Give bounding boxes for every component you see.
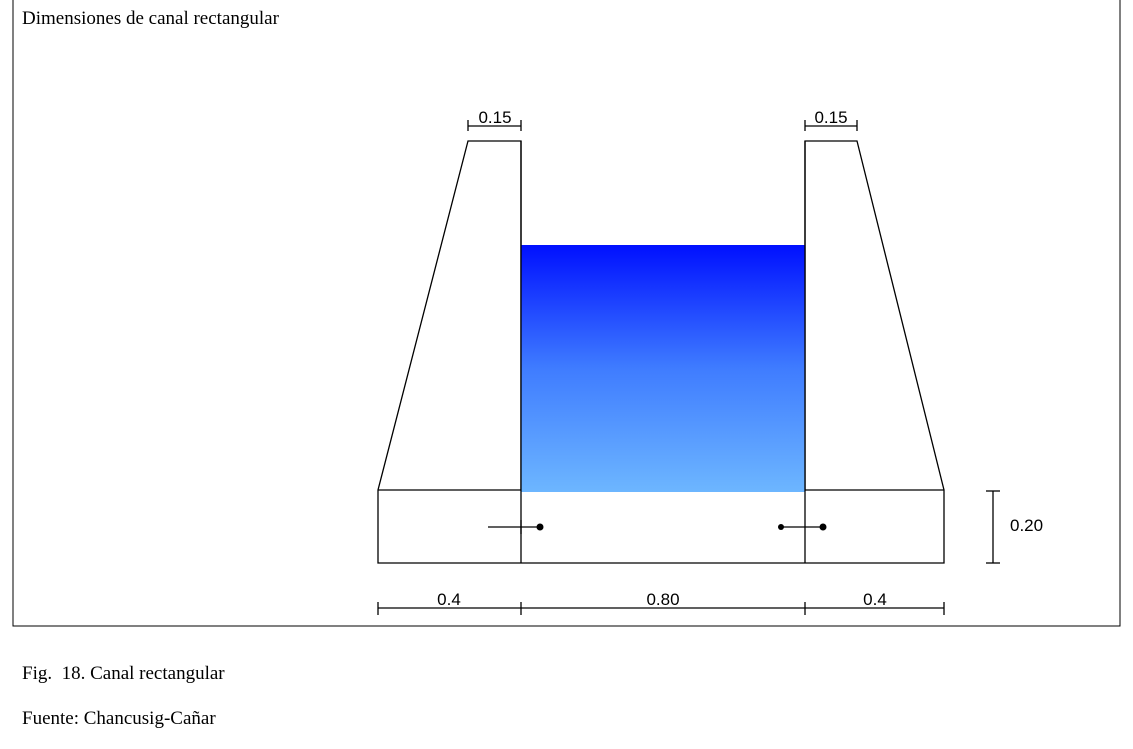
dimension-label: 0.15 [814, 108, 847, 127]
water [521, 245, 805, 492]
figure-caption: Fig. 18. Canal rectangular [22, 663, 225, 684]
source: Fuente: Chancusig-Cañar [22, 708, 216, 729]
dimension-label: 0.20 [1010, 516, 1043, 535]
dimension-label: 0.4 [863, 590, 887, 609]
dimension-height [986, 490, 1000, 564]
dimension-label: 0.4 [437, 590, 461, 609]
frame [12, 0, 1121, 627]
dimension-label: 0.15 [478, 108, 511, 127]
dimension-top-left [467, 120, 522, 131]
rebar [488, 520, 827, 534]
title: Dimensiones de canal rectangular [22, 8, 280, 29]
dimension-bottom [377, 602, 945, 615]
dimension-label: 0.80 [646, 590, 679, 609]
dimension-top-right [804, 120, 858, 131]
